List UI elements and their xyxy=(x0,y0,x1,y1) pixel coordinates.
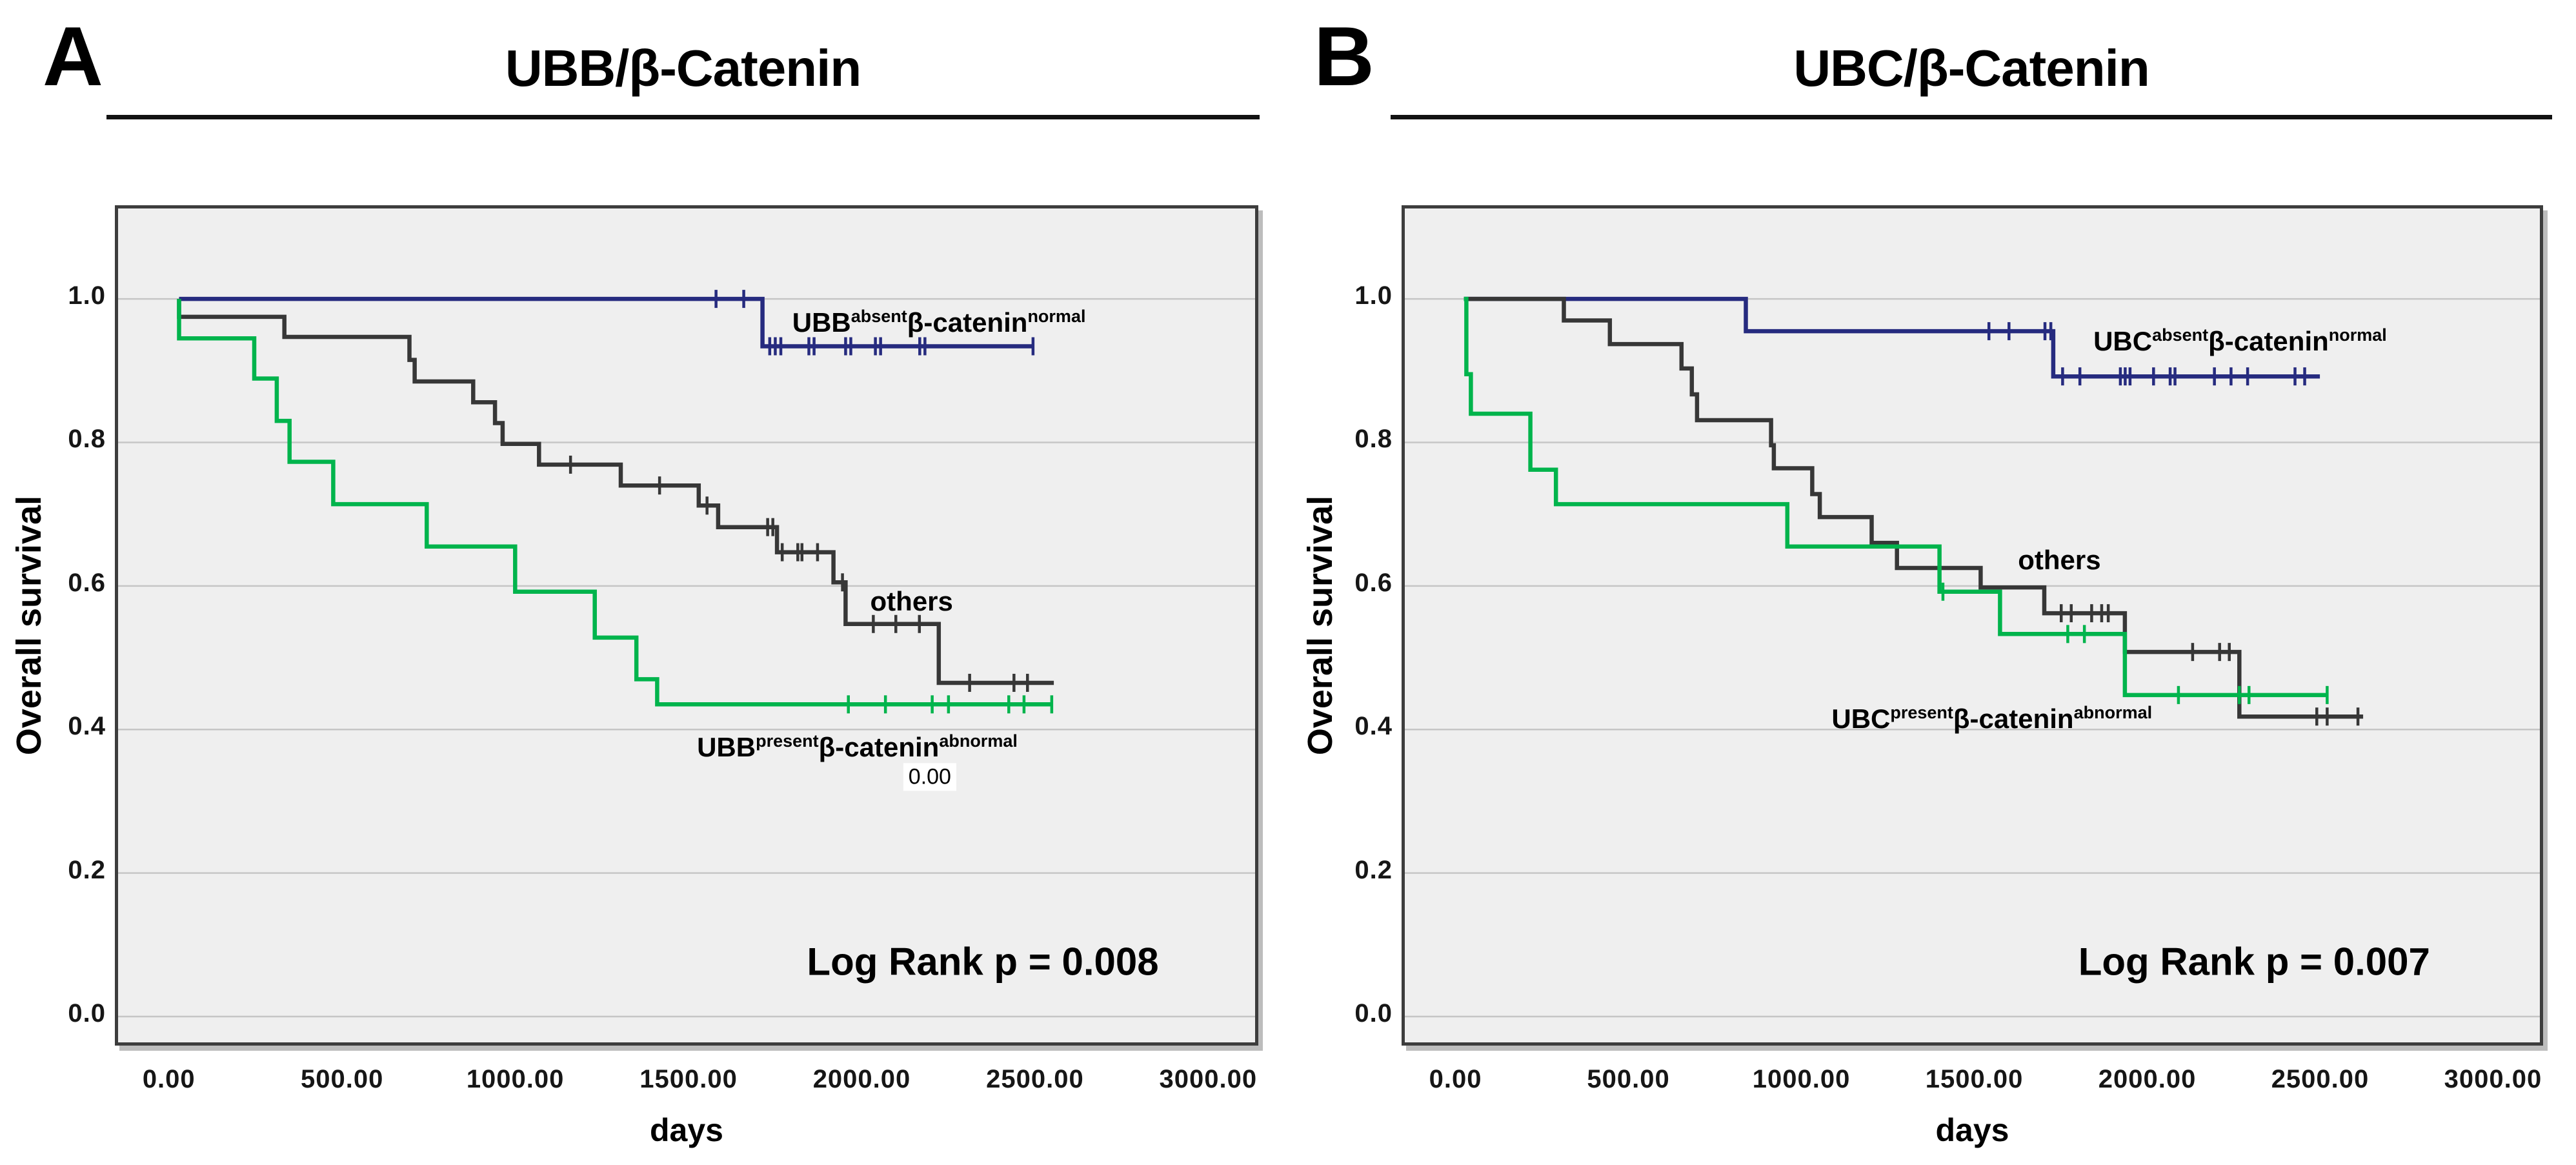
curve-label-superscript: normal xyxy=(1027,306,1086,326)
x-tick-label-b-1000.00: 1000.00 xyxy=(1752,1065,1851,1093)
curve-label-a-0: UBBabsentβ-cateninnormal xyxy=(792,306,1086,338)
x-tick-label-a-0.00: 0.00 xyxy=(142,1065,196,1093)
x-tick-label-a-2000.00: 2000.00 xyxy=(812,1065,911,1093)
curve-label-a-2: UBBpresentβ-cateninabnormal xyxy=(697,731,1018,763)
curve-label-text: β-catenin xyxy=(818,732,940,763)
y-tick-label-b-0.6: 0.6 xyxy=(1354,568,1393,597)
plot-area-a: UBBabsentβ-cateninnormal others UBBpresent… xyxy=(115,205,1258,1046)
curve-label-text: UBC xyxy=(2093,325,2153,356)
curve-label-b-1: others xyxy=(2018,544,2101,575)
x-tick-label-b-0.00: 0.00 xyxy=(1429,1065,1482,1093)
x-tick-label-a-2500.00: 2500.00 xyxy=(986,1065,1084,1093)
panel-title-b: UBC/β-Catenin xyxy=(1793,39,2149,97)
x-tick-label-a-500.00: 500.00 xyxy=(301,1065,384,1093)
survival-curve-a-1 xyxy=(177,299,1054,685)
curve-label-text: UBC xyxy=(1831,703,1891,734)
panel-letter-a: A xyxy=(43,9,103,103)
curve-label-a-1: others xyxy=(870,588,953,615)
curve-label-superscript: normal xyxy=(2328,325,2387,345)
y-tick-label-a-0.8: 0.8 xyxy=(68,425,106,454)
survival-curve-b-2 xyxy=(1464,296,2328,698)
curve-label-text: others xyxy=(870,586,953,617)
y-tick-label-a-0.0: 0.0 xyxy=(68,998,106,1028)
y-tick-label-b-1.0: 1.0 xyxy=(1354,281,1393,310)
y-tick-label-a-1.0: 1.0 xyxy=(68,281,106,310)
curve-label-superscript: absent xyxy=(2152,325,2209,345)
y-tick-label-b-0.4: 0.4 xyxy=(1354,712,1393,741)
title-underline-a xyxy=(106,115,1260,119)
log-rank-annotation-a: Log Rank p = 0.008 xyxy=(807,940,1159,984)
curve-label-superscript: abnormal xyxy=(2073,702,2153,722)
km-chart-b xyxy=(1405,296,2540,1018)
x-tick-label-b-3000.00: 3000.00 xyxy=(2444,1065,2542,1093)
panel-title-a: UBB/β-Catenin xyxy=(505,39,861,97)
survival-curve-a-2 xyxy=(177,299,1052,707)
curve-label-b-0: UBCabsentβ-cateninnormal xyxy=(2093,325,2387,356)
stray-label-a: 0.00 xyxy=(903,762,956,791)
curve-label-superscript: abnormal xyxy=(939,731,1018,751)
y-tick-label-b-0.0: 0.0 xyxy=(1354,998,1393,1028)
x-tick-label-a-3000.00: 3000.00 xyxy=(1159,1065,1258,1093)
y-tick-label-b-0.8: 0.8 xyxy=(1354,425,1393,454)
title-underline-b xyxy=(1391,115,2552,119)
curve-label-text: UBB xyxy=(697,732,756,763)
x-axis-label-b: days xyxy=(1935,1112,2009,1148)
curve-label-text: others xyxy=(2018,544,2101,575)
x-tick-label-a-1500.00: 1500.00 xyxy=(639,1065,738,1093)
curve-label-b-2: UBCpresentβ-cateninabnormal xyxy=(1831,702,2153,734)
x-tick-label-b-1500.00: 1500.00 xyxy=(1925,1065,2024,1093)
x-tick-label-b-2000.00: 2000.00 xyxy=(2098,1065,2197,1093)
x-tick-label-b-2500.00: 2500.00 xyxy=(2271,1065,2370,1093)
curve-label-superscript: present xyxy=(1890,702,1953,722)
y-tick-label-a-0.4: 0.4 xyxy=(68,712,106,741)
survival-curve-a-0 xyxy=(179,296,1033,349)
y-tick-label-a-0.2: 0.2 xyxy=(68,855,106,884)
curve-label-text: β-catenin xyxy=(2208,325,2329,356)
log-rank-annotation-b: Log Rank p = 0.007 xyxy=(2078,940,2430,984)
x-tick-label-a-1000.00: 1000.00 xyxy=(466,1065,565,1093)
curve-label-superscript: present xyxy=(756,731,819,751)
x-axis-label-a: days xyxy=(650,1112,723,1148)
y-tick-label-a-0.6: 0.6 xyxy=(68,568,106,597)
curve-label-text: β-catenin xyxy=(1953,703,2074,734)
panel-letter-b: B xyxy=(1314,9,1374,103)
curve-label-text: β-catenin xyxy=(907,307,1028,338)
y-tick-label-b-0.2: 0.2 xyxy=(1354,855,1393,884)
survival-curve-b-0 xyxy=(1464,296,2320,379)
km-chart-a xyxy=(118,290,1255,1018)
plot-area-b: UBCabsentβ-cateninnormal others UBCpresent… xyxy=(1402,205,2543,1046)
curve-label-text: UBB xyxy=(792,307,851,338)
curve-label-superscript: absent xyxy=(850,306,907,326)
survival-curve-b-1 xyxy=(1464,296,2364,719)
x-tick-label-b-500.00: 500.00 xyxy=(1587,1065,1670,1093)
